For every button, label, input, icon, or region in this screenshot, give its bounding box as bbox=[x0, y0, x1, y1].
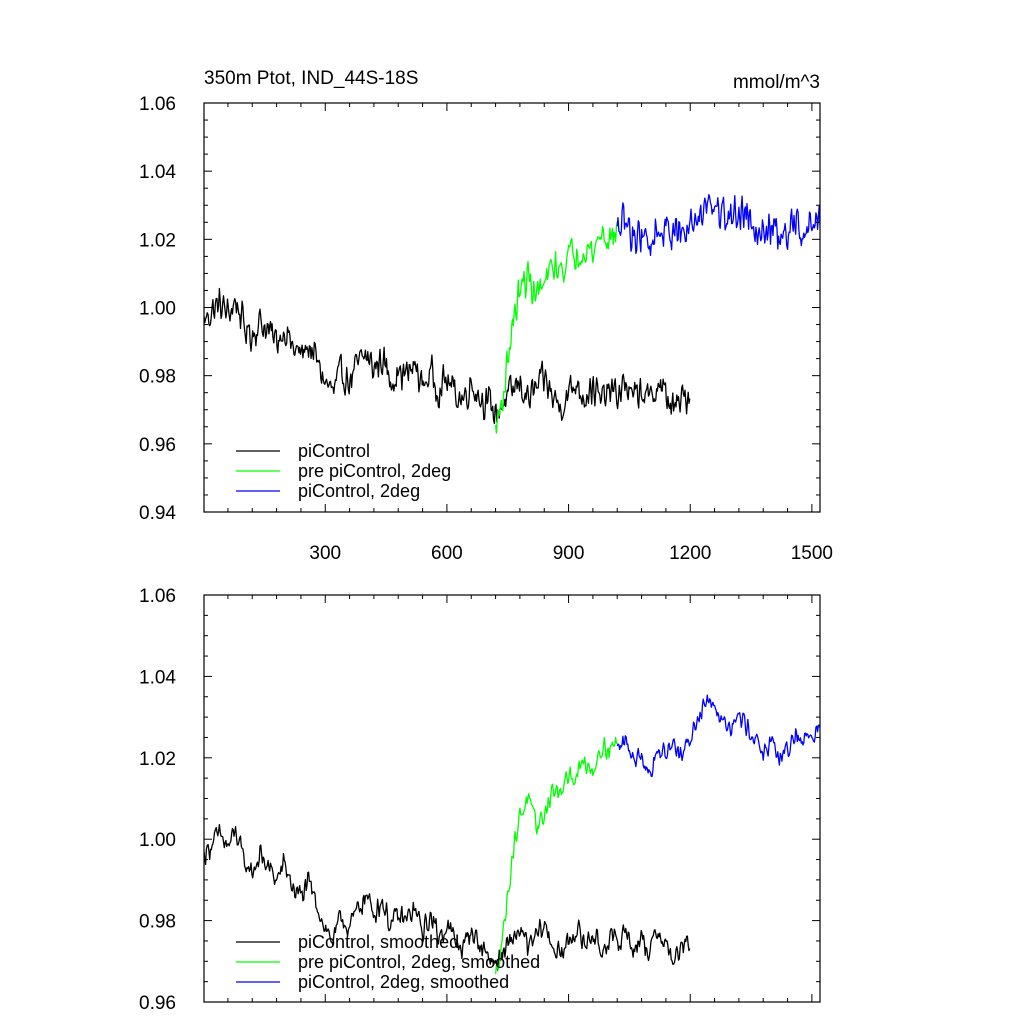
plot-frame bbox=[203, 102, 821, 513]
series-line bbox=[616, 694, 820, 778]
legend-label: pre piControl, 2deg bbox=[298, 461, 451, 481]
x-axis: 300 600 900 1200 1500 bbox=[227, 103, 833, 564]
series-line bbox=[204, 287, 691, 425]
panel-bottom: 0.96 0.98 1.00 1.02 1.04 1.06 piControl, smoot… bbox=[139, 586, 821, 1014]
y-tick-label: 0.94 bbox=[139, 503, 176, 524]
panel-top: 350m Ptot, IND_44S-18S mmol/m^3 300 600 90… bbox=[139, 68, 833, 564]
series-line bbox=[494, 221, 618, 434]
y-tick-label: 1.00 bbox=[139, 299, 176, 320]
y-tick-label: 0.98 bbox=[139, 912, 176, 933]
y-axis: 0.96 0.98 1.00 1.02 1.04 1.06 bbox=[139, 586, 820, 1014]
x-tick-label: 1200 bbox=[669, 543, 711, 564]
y-tick-label: 1.00 bbox=[139, 830, 176, 851]
y-tick-label: 1.02 bbox=[139, 230, 176, 251]
y-tick-label: 1.04 bbox=[139, 162, 176, 183]
series-group bbox=[204, 694, 820, 975]
series-line bbox=[494, 736, 618, 975]
x-tick-label: 1500 bbox=[791, 543, 833, 564]
legend-label: piControl, 2deg, smoothed bbox=[298, 972, 509, 992]
units-label: mmol/m^3 bbox=[733, 72, 820, 93]
chart-title: 350m Ptot, IND_44S-18S bbox=[204, 68, 418, 89]
y-tick-label: 0.96 bbox=[139, 993, 176, 1014]
series-group bbox=[204, 193, 820, 434]
y-tick-label: 1.02 bbox=[139, 749, 176, 770]
legend-label: pre piControl, 2deg, smoothed bbox=[298, 952, 540, 972]
y-tick-label: 1.06 bbox=[139, 586, 176, 607]
series-line bbox=[616, 193, 820, 257]
x-axis bbox=[227, 595, 813, 1002]
x-tick-label: 300 bbox=[309, 543, 341, 564]
x-tick-label: 600 bbox=[431, 543, 463, 564]
series-line bbox=[204, 823, 691, 971]
legend-label: piControl, smoothed bbox=[298, 932, 459, 952]
legend-label: piControl bbox=[298, 441, 370, 461]
x-tick-label: 900 bbox=[553, 543, 585, 564]
y-tick-label: 1.06 bbox=[139, 94, 176, 115]
y-tick-label: 0.96 bbox=[139, 435, 176, 456]
legend-label: piControl, 2deg bbox=[298, 481, 420, 501]
y-tick-label: 0.98 bbox=[139, 367, 176, 388]
y-tick-label: 1.04 bbox=[139, 667, 176, 688]
y-axis: 0.94 0.96 0.98 1.00 1.02 1.04 1.06 bbox=[139, 94, 820, 524]
